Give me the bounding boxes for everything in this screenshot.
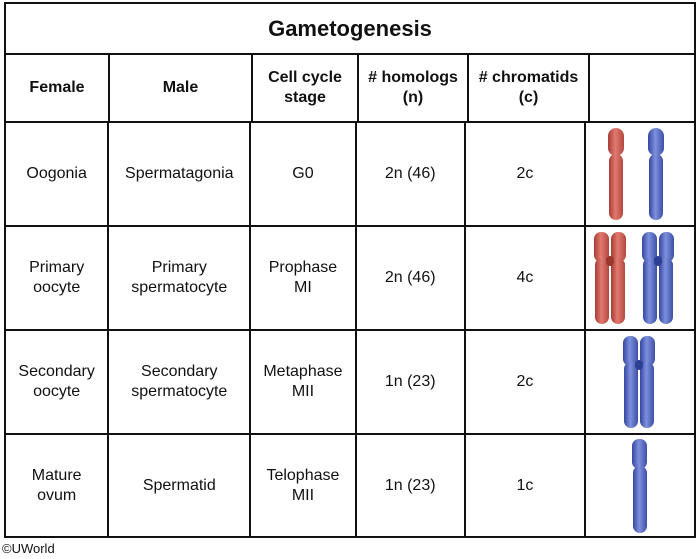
male-cell: Spermatagonia xyxy=(109,123,252,225)
table-title: Gametogenesis xyxy=(6,4,694,55)
header-cell-cycle-stage: Cell cycle stage xyxy=(253,55,359,121)
chromatids-cell: 4c xyxy=(466,227,586,329)
chromosome-illustration-cell xyxy=(586,123,694,225)
chromosome-pair-single-chromatid-icon xyxy=(608,128,664,220)
stage-cell: Metaphase MII xyxy=(251,331,357,433)
header-row: Female Male Cell cycle stage # homologs (n… xyxy=(6,55,694,123)
table-row: Primary oocyte Primary spermatocyte Propha… xyxy=(6,227,694,331)
homologs-cell: 1n (23) xyxy=(357,331,466,433)
chromosome-illustration-cell xyxy=(586,435,694,537)
female-cell: Oogonia xyxy=(6,123,110,225)
chromosome-illustration-cell xyxy=(586,331,694,433)
chromatids-cell: 2c xyxy=(466,123,586,225)
table-row: Secondary oocyte Secondary spermatocyte Me… xyxy=(6,331,694,435)
male-cell: Spermatid xyxy=(109,435,252,537)
single-chromatid-icon xyxy=(632,439,647,533)
stage-cell: G0 xyxy=(251,123,357,225)
stage-cell: Prophase MI xyxy=(251,227,357,329)
copyright-label: ©UWorld xyxy=(2,541,55,556)
gametogenesis-table: Gametogenesis Female Male Cell cycle stag… xyxy=(4,2,696,538)
header-male: Male xyxy=(110,55,253,121)
female-cell: Secondary oocyte xyxy=(6,331,110,433)
homologs-cell: 2n (46) xyxy=(357,227,466,329)
homologs-cell: 1n (23) xyxy=(357,435,466,537)
stage-cell: Telophase MII xyxy=(251,435,357,537)
header-chromosome-image xyxy=(590,55,694,121)
chromatids-cell: 2c xyxy=(466,331,586,433)
homologs-cell: 2n (46) xyxy=(357,123,466,225)
chromosome-illustration-cell xyxy=(586,227,694,329)
duplicated-chromosome-icon xyxy=(623,336,655,428)
chromosome-pair-duplicated-icon xyxy=(594,232,674,324)
male-cell: Primary spermatocyte xyxy=(109,227,252,329)
female-cell: Mature ovum xyxy=(6,435,110,537)
header-chromatids: # chromatids (c) xyxy=(469,55,590,121)
chromatids-cell: 1c xyxy=(466,435,586,537)
header-homologs: # homologs (n) xyxy=(359,55,469,121)
female-cell: Primary oocyte xyxy=(6,227,110,329)
table-row: Oogonia Spermatagonia G0 2n (46) 2c xyxy=(6,123,694,227)
table-row: Mature ovum Spermatid Telophase MII 1n (23… xyxy=(6,435,694,537)
header-female: Female xyxy=(6,55,110,121)
male-cell: Secondary spermatocyte xyxy=(109,331,252,433)
